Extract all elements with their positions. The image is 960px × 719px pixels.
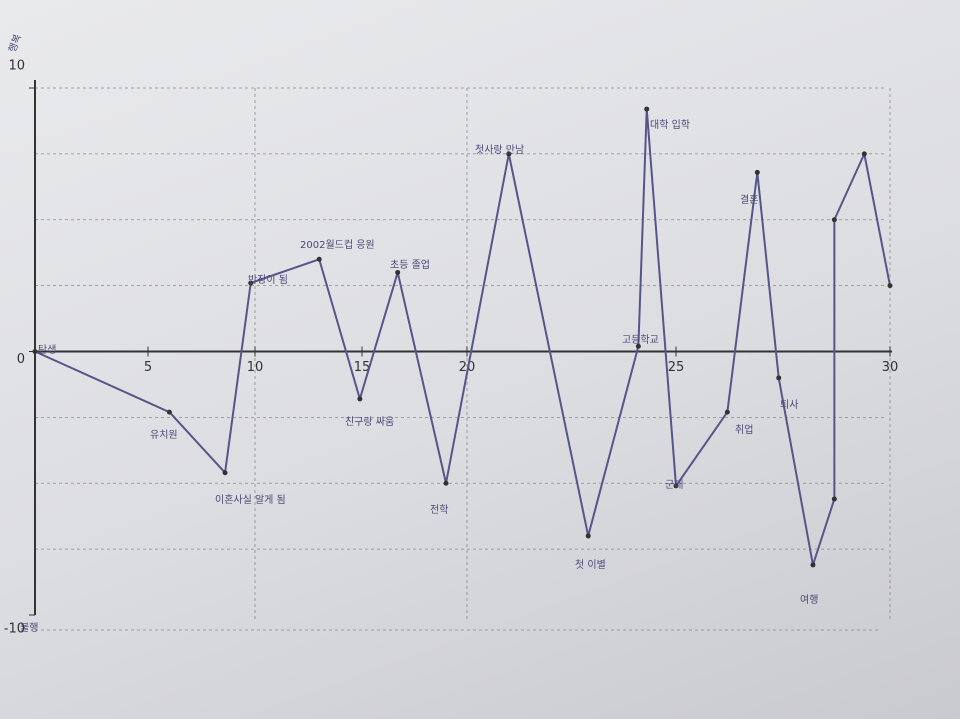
annotation: 반장이 됨 bbox=[248, 274, 288, 286]
annotation: 대학 입학 bbox=[650, 118, 690, 131]
x-tick-label: 30 bbox=[882, 360, 899, 375]
annotation: 취업 bbox=[735, 423, 753, 436]
point bbox=[166, 409, 172, 415]
x-tick-label: 5 bbox=[144, 360, 152, 375]
annotation: 유치원 bbox=[150, 429, 178, 441]
point bbox=[644, 106, 650, 112]
point bbox=[810, 562, 816, 568]
annotation: 여행 bbox=[800, 594, 818, 606]
point bbox=[673, 483, 679, 489]
point bbox=[585, 533, 591, 539]
point bbox=[395, 269, 401, 275]
y-tick-label: -10 bbox=[4, 622, 25, 637]
annotation: 첫 이별 bbox=[575, 559, 606, 571]
annotation: 친구랑 싸움 bbox=[345, 416, 394, 428]
point bbox=[754, 169, 760, 175]
point bbox=[831, 217, 837, 223]
y-top-label: 행복 bbox=[6, 33, 24, 54]
point bbox=[316, 256, 322, 262]
point bbox=[506, 151, 512, 157]
y-tick-label: 0 bbox=[17, 352, 25, 367]
annotation: 첫사랑 만남 bbox=[475, 144, 524, 156]
point bbox=[32, 349, 38, 354]
point bbox=[831, 496, 837, 502]
x-tick-label: 25 bbox=[668, 360, 685, 375]
point bbox=[443, 480, 449, 486]
annotation: 탄생 bbox=[38, 344, 56, 356]
point bbox=[357, 396, 363, 402]
annotation: 전학 bbox=[430, 504, 448, 516]
x-tick-label: 10 bbox=[247, 360, 264, 375]
annotation: 결혼 bbox=[740, 193, 758, 206]
y-bottom-label: 불행 bbox=[20, 622, 38, 634]
point bbox=[861, 151, 867, 157]
point bbox=[635, 343, 641, 349]
point bbox=[248, 280, 254, 286]
x-tick-label: 20 bbox=[459, 360, 476, 375]
point bbox=[724, 409, 730, 415]
y-tick-label: 10 bbox=[8, 59, 25, 74]
annotation: 초등 졸업 bbox=[390, 258, 430, 271]
point bbox=[222, 470, 228, 476]
life-line bbox=[34, 108, 891, 566]
x-tick-label: 15 bbox=[354, 360, 371, 375]
annotation: 이혼사실 알게 됨 bbox=[215, 493, 286, 506]
point bbox=[887, 283, 893, 289]
annotation: 고등학교 bbox=[622, 334, 659, 346]
point bbox=[776, 375, 782, 381]
annotation: 2002월드컵 응원 bbox=[300, 238, 375, 251]
annotation: 퇴사 bbox=[780, 399, 798, 411]
annotation: 군대 bbox=[665, 479, 683, 491]
